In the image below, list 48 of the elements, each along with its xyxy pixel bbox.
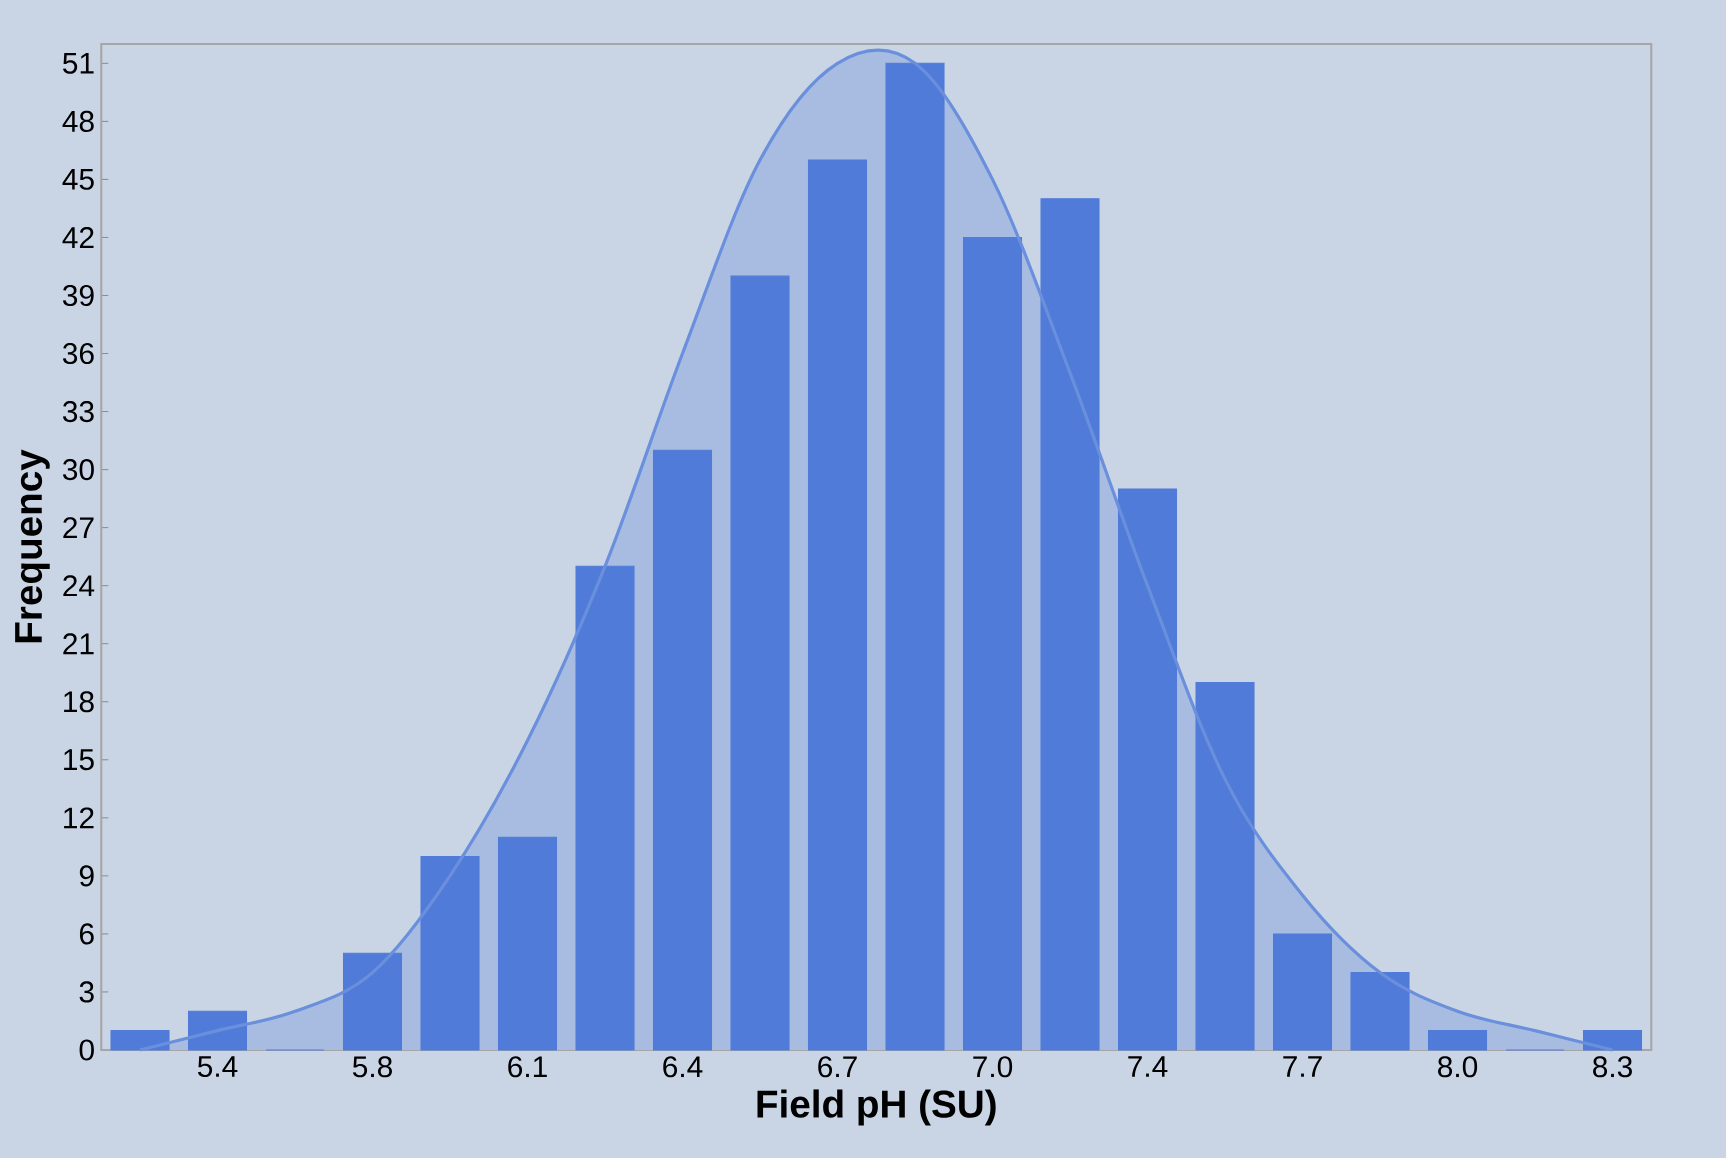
- y-tick-label: 48: [62, 110, 94, 132]
- x-tick-label: 7.0: [973, 1056, 1013, 1078]
- bar: [1350, 972, 1410, 1051]
- y-tick-label: 33: [62, 400, 94, 423]
- x-tick-label: 7.7: [1283, 1056, 1322, 1077]
- x-tick-label: 7.4: [1128, 1056, 1168, 1077]
- bar: [1117, 488, 1178, 1051]
- bar: [1195, 681, 1255, 1051]
- bar: [420, 855, 480, 1051]
- bar: [885, 62, 945, 1051]
- bar: [962, 236, 1023, 1051]
- y-tick-label: 36: [62, 342, 94, 365]
- y-tick-label: 51: [63, 52, 94, 74]
- bar: [575, 565, 635, 1051]
- x-tick-label: 8.0: [1438, 1056, 1478, 1078]
- y-axis-title: Frequency: [15, 449, 50, 643]
- bar: [807, 159, 868, 1051]
- y-tick-label: 12: [64, 807, 94, 829]
- x-tick-label: 6.4: [663, 1056, 703, 1078]
- bar: [1040, 198, 1100, 1051]
- bar: [110, 1030, 170, 1051]
- y-tick-label: 15: [64, 749, 94, 771]
- x-tick-label: 5.4: [197, 1056, 238, 1078]
- y-tick-label: 9: [79, 865, 94, 887]
- bar: [497, 836, 558, 1051]
- y-tick-label: 0: [79, 1039, 94, 1061]
- y-tick-label: 27: [63, 517, 94, 539]
- x-tick-label: 8.3: [1593, 1056, 1632, 1078]
- bar: [1272, 933, 1333, 1051]
- y-tick-label: 3: [79, 981, 94, 1003]
- bar: [342, 952, 403, 1051]
- bar: [1427, 1030, 1488, 1051]
- bar: [1582, 1030, 1643, 1051]
- x-tick-label: 6.7: [818, 1056, 857, 1078]
- x-tick-label: 6.1: [508, 1056, 547, 1078]
- bar: [187, 1010, 248, 1051]
- bar: [730, 275, 790, 1051]
- y-tick-label: 24: [63, 575, 95, 597]
- y-tick-label: 45: [62, 168, 94, 190]
- y-tick-label: 30: [62, 459, 94, 481]
- y-tick-label: 18: [64, 691, 94, 713]
- y-tick-label: 21: [63, 633, 94, 655]
- y-tick-label: 39: [62, 284, 94, 307]
- bar: [652, 449, 713, 1051]
- y-tick-label: 6: [79, 923, 94, 945]
- y-tick-label: 42: [62, 227, 94, 248]
- x-axis-title: Field pH (SU): [757, 1089, 996, 1126]
- x-tick-label: 5.8: [352, 1056, 392, 1078]
